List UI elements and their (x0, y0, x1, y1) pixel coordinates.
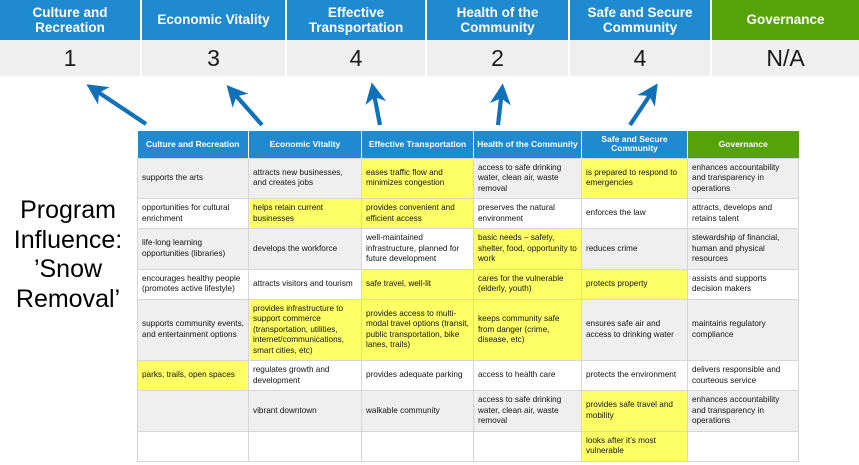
matrix-cell (687, 430, 799, 462)
scorebar-header-health-of-the-community: Health of the Community (427, 0, 570, 40)
scorebar-value-culture-and-recreation: 1 (0, 40, 142, 76)
caption-line-2: Influence: (13, 225, 123, 254)
matrix-header-safe-and-secure-community: Safe and Secure Community (581, 131, 688, 159)
matrix-cell: supports community events, and entertain… (137, 298, 249, 362)
matrix-cell: attracts new businesses, and creates job… (248, 157, 362, 200)
matrix-cell (361, 430, 474, 462)
matrix-cell: access to safe drinking water, clean air… (473, 157, 582, 200)
matrix-cell: attracts, develops and retains talent (687, 198, 799, 230)
scorebar-header-economic-vitality: Economic Vitality (142, 0, 287, 40)
table-row: looks after it’s most vulnerable (137, 430, 799, 462)
matrix-cell: life-long learning opportunities (librar… (137, 228, 249, 270)
program-influence-caption: Program Influence: ’Snow Removal’ (4, 196, 132, 314)
matrix-cell: reduces crime (581, 228, 688, 270)
scorebar-value-economic-vitality: 3 (142, 40, 287, 76)
arrow-up-icon-4 (489, 83, 511, 126)
matrix-cell: parks, trails, open spaces (137, 360, 249, 392)
scorebar-value-row: 1 3 4 2 4 N/A (0, 40, 859, 76)
matrix-cell: protects the environment (581, 360, 688, 392)
scorebar-value-safe-and-secure-community: 4 (570, 40, 712, 76)
caption-line-3: ’Snow (33, 255, 103, 283)
matrix-cell (137, 390, 249, 432)
matrix-cell: enhances accountability and transparency… (687, 390, 799, 432)
arrow-up-icon-3 (365, 82, 387, 126)
matrix-header-effective-transportation: Effective Transportation (361, 131, 474, 159)
matrix-cell: maintains regulatory compliance (687, 298, 799, 362)
matrix-cell: provides convenient and efficient access (361, 198, 474, 230)
matrix-header-governance: Governance (687, 131, 799, 159)
arrow-group (86, 82, 658, 127)
scorebar-header-effective-transportation: Effective Transportation (287, 0, 427, 40)
arrow-up-left-icon-2 (226, 84, 264, 127)
matrix-header-economic-vitality: Economic Vitality (248, 131, 362, 159)
matrix-cell: provides safe travel and mobility (581, 390, 688, 432)
matrix-cell: is prepared to respond to emergencies (581, 157, 688, 200)
arrow-up-left-icon-1 (86, 84, 148, 126)
matrix-cell: access to safe drinking water, clean air… (473, 390, 582, 432)
matrix-cell: ensures safe air and access to drinking … (581, 298, 688, 362)
matrix-cell: preserves the natural environment (473, 198, 582, 230)
table-row: parks, trails, open spaces regulates grow… (137, 360, 799, 392)
matrix-header-row: Culture and Recreation Economic Vitality… (137, 131, 799, 159)
matrix-cell: well-maintained infrastructure, planned … (361, 228, 474, 270)
matrix-cell: cares for the vulnerable (elderly, youth… (473, 268, 582, 300)
scorebar-header-culture-and-recreation: Culture and Recreation (0, 0, 142, 40)
matrix-cell: eases traffic flow and minimizes congest… (361, 157, 474, 200)
table-row: vibrant downtown walkable community access… (137, 390, 799, 432)
scorebar-value-health-of-the-community: 2 (427, 40, 570, 76)
scorebar-header-row: Culture and Recreation Economic Vitality… (0, 0, 859, 40)
matrix-cell: walkable community (361, 390, 474, 432)
matrix-body: supports the arts attracts new businesses… (137, 157, 799, 462)
table-row: supports the arts attracts new businesses… (137, 157, 799, 200)
strategic-outcomes-matrix: Culture and Recreation Economic Vitality… (137, 131, 799, 462)
matrix-header-health-of-the-community: Health of the Community (473, 131, 582, 159)
strategic-priority-scorebar: Culture and Recreation Economic Vitality… (0, 0, 859, 76)
table-row: life-long learning opportunities (librar… (137, 228, 799, 270)
matrix-cell (248, 430, 362, 462)
matrix-cell: vibrant downtown (248, 390, 362, 432)
matrix-cell: provides infrastructure to support comme… (248, 298, 362, 362)
scorebar-header-governance: Governance (712, 0, 859, 40)
matrix-cell: encourages healthy people (promotes acti… (137, 268, 249, 300)
matrix-cell: safe travel, well-lit (361, 268, 474, 300)
matrix-cell: assists and supports decision makers (687, 268, 799, 300)
matrix-cell: helps retain current businesses (248, 198, 362, 230)
table-row: encourages healthy people (promotes acti… (137, 268, 799, 300)
scorebar-value-governance: N/A (712, 40, 859, 76)
matrix-cell: delivers responsible and courteous servi… (687, 360, 799, 392)
matrix-cell: looks after it’s most vulnerable (581, 430, 688, 462)
matrix-header-culture-and-recreation: Culture and Recreation (137, 131, 249, 159)
matrix-cell: access to health care (473, 360, 582, 392)
matrix-cell: provides access to multi-modal travel op… (361, 298, 474, 362)
matrix-cell: develops the workforce (248, 228, 362, 270)
matrix-cell: stewardship of financial, human and phys… (687, 228, 799, 270)
table-row: supports community events, and entertain… (137, 298, 799, 362)
matrix-cell: enforces the law (581, 198, 688, 230)
matrix-cell: keeps community safe from danger (crime,… (473, 298, 582, 362)
caption-line-4: Removal’ (15, 284, 121, 313)
matrix-cell: basic needs – safety, shelter, food, opp… (473, 228, 582, 270)
matrix-cell: enhances accountability and transparency… (687, 157, 799, 200)
matrix-cell: provides adequate parking (361, 360, 474, 392)
matrix-cell: opportunities for cultural enrichment (137, 198, 249, 230)
scorebar-value-effective-transportation: 4 (287, 40, 427, 76)
matrix-cell (473, 430, 582, 462)
table-row: opportunities for cultural enrichment hel… (137, 198, 799, 230)
scorebar-header-safe-and-secure-community: Safe and Secure Community (570, 0, 712, 40)
matrix-cell (137, 430, 249, 462)
matrix-cell: protects property (581, 268, 688, 300)
matrix-cell: regulates growth and development (248, 360, 362, 392)
matrix-cell: supports the arts (137, 157, 249, 200)
arrow-up-right-icon-5 (628, 83, 658, 127)
matrix-cell: attracts visitors and tourism (248, 268, 362, 300)
caption-line-1: Program (20, 196, 116, 224)
